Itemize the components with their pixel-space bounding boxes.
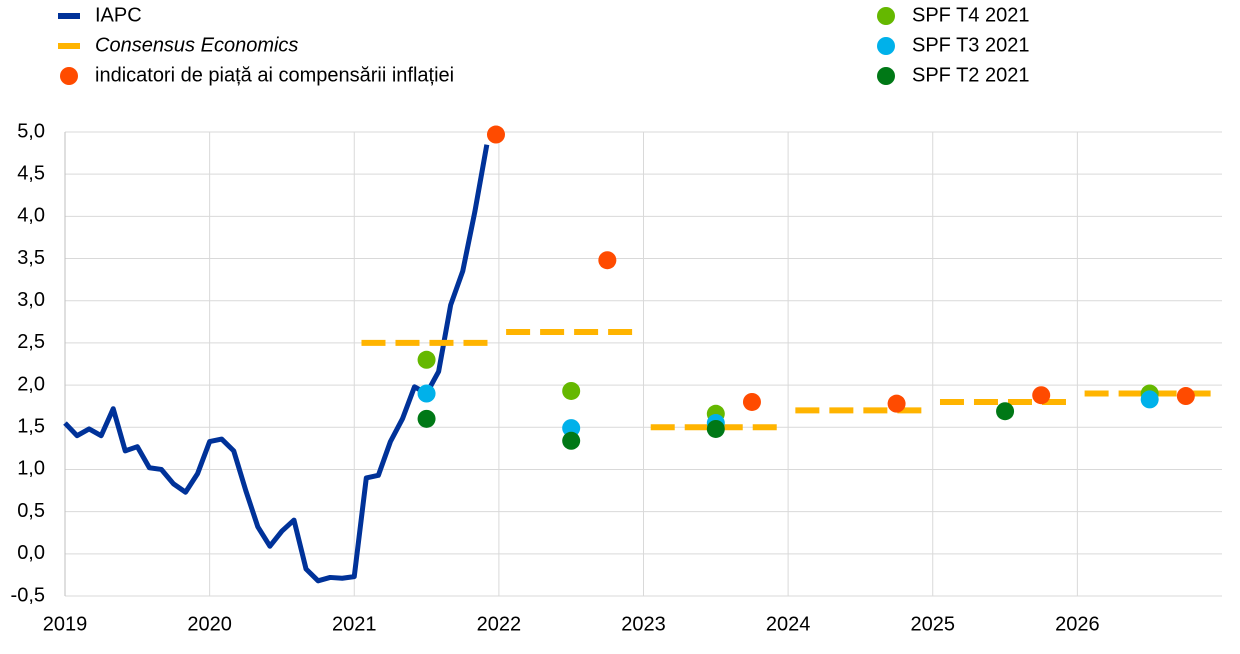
legend-icon bbox=[877, 67, 895, 85]
x-tick-label: 2020 bbox=[187, 613, 232, 635]
y-tick-label: 1,0 bbox=[17, 458, 45, 480]
x-tick-label: 2022 bbox=[477, 613, 522, 635]
legend-icon bbox=[60, 67, 78, 85]
y-tick-label: -0,5 bbox=[11, 584, 45, 606]
x-tick-label: 2025 bbox=[911, 613, 956, 635]
x-tick-label: 2023 bbox=[621, 613, 666, 635]
dot bbox=[562, 381, 581, 400]
x-tick-label: 2026 bbox=[1055, 613, 1100, 635]
x-tick-label: 2019 bbox=[43, 613, 88, 635]
legend-label: SPF T4 2021 bbox=[912, 4, 1029, 26]
legend-icon bbox=[877, 37, 895, 55]
dot bbox=[417, 350, 436, 369]
dot bbox=[562, 419, 581, 438]
y-tick-label: 3,5 bbox=[17, 247, 45, 269]
dot bbox=[562, 431, 581, 450]
legend-label: SPF T2 2021 bbox=[912, 64, 1029, 86]
legend-label: SPF T3 2021 bbox=[912, 34, 1029, 56]
y-tick-label: 1,5 bbox=[17, 416, 45, 438]
y-tick-label: 0,5 bbox=[17, 500, 45, 522]
dot bbox=[417, 409, 436, 428]
dot bbox=[486, 125, 505, 144]
dot bbox=[996, 402, 1015, 421]
x-tick-label: 2024 bbox=[766, 613, 811, 635]
dot bbox=[1176, 387, 1195, 406]
legend-label: indicatori de piață ai compensării infla… bbox=[95, 64, 454, 86]
legend-label: Consensus Economics bbox=[95, 34, 298, 56]
x-tick-label: 2021 bbox=[332, 613, 377, 635]
dot bbox=[1140, 390, 1159, 409]
legend-label: IAPC bbox=[95, 4, 142, 26]
y-tick-label: 3,0 bbox=[17, 289, 45, 311]
dot bbox=[887, 394, 906, 413]
y-tick-label: 4,5 bbox=[17, 162, 45, 184]
y-tick-label: 2,5 bbox=[17, 331, 45, 353]
y-tick-label: 4,0 bbox=[17, 205, 45, 227]
y-tick-label: 0,0 bbox=[17, 542, 45, 564]
dot bbox=[1032, 386, 1051, 405]
dot bbox=[742, 392, 761, 411]
line bbox=[63, 144, 490, 584]
legend-icon bbox=[877, 7, 895, 25]
dot bbox=[706, 419, 725, 438]
dot bbox=[598, 251, 617, 270]
dot bbox=[417, 384, 436, 403]
y-tick-label: 5,0 bbox=[17, 120, 45, 142]
y-tick-label: 2,0 bbox=[17, 373, 45, 395]
